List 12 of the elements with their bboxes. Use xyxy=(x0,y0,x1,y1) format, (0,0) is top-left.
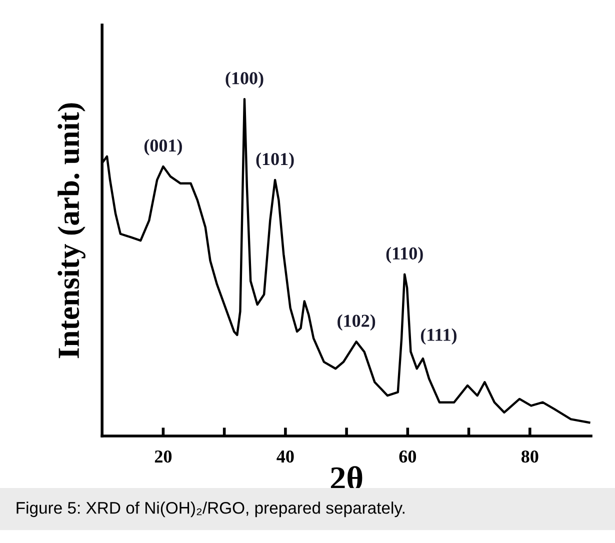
x-tick-label: 80 xyxy=(521,450,538,463)
annotation: (001) xyxy=(144,139,182,156)
annotation: (100) xyxy=(226,72,264,88)
annotation: (101) xyxy=(256,152,294,169)
y-axis-title: Intensity (arb. unit) xyxy=(58,103,86,358)
x-tick-label: 60 xyxy=(399,450,416,463)
annotation: (110) xyxy=(386,246,423,264)
caption: Figure 5: XRD of Ni(OH)₂/RGO, prepared separately. xyxy=(16,502,404,518)
annotation: (111) xyxy=(420,328,456,345)
x-tick-label: 40 xyxy=(276,450,294,463)
x-tick-label: 20 xyxy=(154,450,172,463)
annotation: (102) xyxy=(338,314,376,331)
